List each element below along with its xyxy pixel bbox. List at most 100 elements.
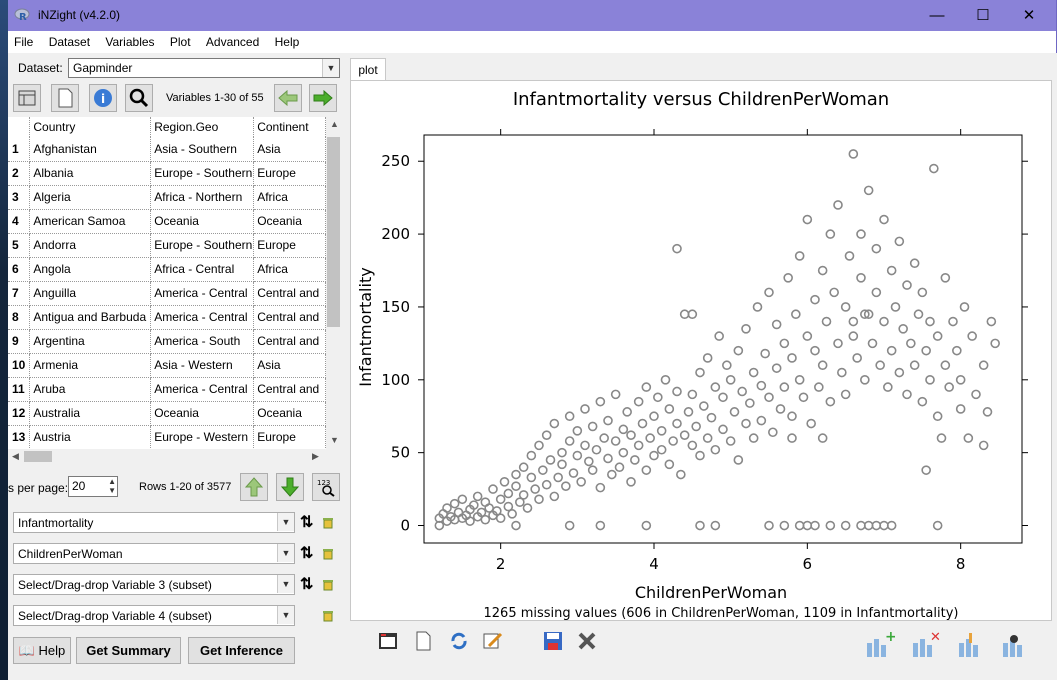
swap-vars-icon[interactable]: ⇅ bbox=[300, 576, 314, 593]
table-cell[interactable]: America - South bbox=[150, 329, 255, 354]
scroll-left-icon[interactable]: ◀ bbox=[12, 451, 19, 461]
prev-variables-button[interactable] bbox=[274, 84, 302, 112]
swap-vars-icon[interactable]: ⇅ bbox=[300, 545, 314, 562]
table-cell[interactable]: Europe bbox=[253, 233, 326, 258]
chevron-down-icon[interactable]: ▼ bbox=[277, 544, 294, 562]
column-header[interactable]: Continent bbox=[253, 117, 326, 137]
table-cell[interactable]: Algeria bbox=[29, 185, 152, 210]
table-row[interactable]: 3 Algeria Africa - Northern Africa bbox=[8, 185, 326, 210]
table-row[interactable]: 11 Aruba America - Central Central and bbox=[8, 377, 326, 402]
table-cell[interactable]: Asia bbox=[253, 137, 326, 162]
table-cell[interactable]: Africa bbox=[253, 257, 326, 282]
table-cell[interactable]: Oceania bbox=[150, 401, 255, 426]
clear-variable-icon[interactable] bbox=[322, 577, 334, 591]
table-cell[interactable]: Austria bbox=[29, 425, 152, 449]
menu-advanced[interactable]: Advanced bbox=[205, 35, 260, 49]
table-cell[interactable]: Antigua and Barbuda bbox=[29, 305, 152, 330]
minimize-button[interactable]: — bbox=[929, 7, 945, 24]
table-row[interactable]: 5 Andorra Europe - Southern Europe bbox=[8, 233, 326, 258]
rows-per-page-spinner[interactable]: 20 ▲ ▼ bbox=[68, 476, 118, 497]
table-cell[interactable]: Europe - Southern bbox=[150, 233, 255, 258]
next-rows-button[interactable] bbox=[276, 473, 304, 501]
variable-3-select[interactable]: Select/Drag-drop Variable 3 (subset) ▼ bbox=[13, 574, 295, 595]
table-cell[interactable]: Europe bbox=[253, 425, 326, 449]
dataset-select[interactable]: Gapminder ▼ bbox=[68, 58, 340, 78]
menu-file[interactable]: File bbox=[14, 35, 34, 49]
clear-variable-icon[interactable] bbox=[322, 515, 334, 529]
table-cell[interactable]: Armenia bbox=[29, 353, 152, 378]
table-cell[interactable]: Asia - Western bbox=[150, 353, 255, 378]
table-cell[interactable]: America - Central bbox=[150, 305, 255, 330]
table-row[interactable]: 12 Australia Oceania Oceania bbox=[8, 401, 326, 426]
variable-2-select[interactable]: ChildrenPerWoman ▼ bbox=[13, 543, 295, 564]
find-row-button[interactable]: 123 bbox=[312, 473, 340, 501]
menu-variables[interactable]: Variables bbox=[105, 35, 155, 49]
table-cell[interactable]: Europe - Western bbox=[150, 425, 255, 449]
clear-variable-icon[interactable] bbox=[322, 608, 334, 622]
swap-vars-icon[interactable]: ⇅ bbox=[300, 514, 314, 531]
table-cell[interactable]: Central and bbox=[253, 281, 326, 306]
tab-plot[interactable]: plot bbox=[350, 58, 386, 80]
get-inference-button[interactable]: Get Inference bbox=[188, 637, 295, 664]
info-button[interactable]: i bbox=[89, 84, 117, 112]
inference-plot-icon[interactable] bbox=[957, 631, 987, 659]
close-plot-icon[interactable] bbox=[577, 631, 597, 651]
table-cell[interactable]: Africa bbox=[253, 185, 326, 210]
data-table[interactable]: Country Region.Geo Continent 1 Afghanista… bbox=[8, 117, 326, 449]
table-cell[interactable]: Aruba bbox=[29, 377, 152, 402]
search-button[interactable] bbox=[125, 84, 153, 112]
table-cell[interactable]: Central and bbox=[253, 377, 326, 402]
table-cell[interactable]: Albania bbox=[29, 161, 152, 186]
scroll-down-icon[interactable]: ▼ bbox=[330, 435, 339, 445]
table-row[interactable]: 10 Armenia Asia - Western Asia bbox=[8, 353, 326, 378]
edit-plot-icon[interactable] bbox=[483, 631, 503, 651]
add-plot-icon[interactable]: + bbox=[865, 631, 895, 659]
scroll-thumb[interactable] bbox=[24, 451, 52, 462]
table-cell[interactable]: Andorra bbox=[29, 233, 152, 258]
table-cell[interactable]: Oceania bbox=[150, 209, 255, 234]
table-cell[interactable]: Central and bbox=[253, 305, 326, 330]
menu-help[interactable]: Help bbox=[274, 35, 300, 49]
table-cell[interactable]: American Samoa bbox=[29, 209, 152, 234]
help-button[interactable]: 📖 Help bbox=[13, 637, 71, 664]
scroll-thumb[interactable] bbox=[327, 137, 340, 327]
table-cell[interactable]: Asia - Southern bbox=[150, 137, 255, 162]
table-cell[interactable]: Oceania bbox=[253, 401, 326, 426]
table-cell[interactable]: Anguilla bbox=[29, 281, 152, 306]
table-row[interactable]: 7 Anguilla America - Central Central and bbox=[8, 281, 326, 306]
refresh-icon[interactable] bbox=[449, 631, 469, 651]
table-cell[interactable]: Australia bbox=[29, 401, 152, 426]
scroll-right-icon[interactable]: ▶ bbox=[312, 451, 319, 461]
variable-4-select[interactable]: Select/Drag-drop Variable 4 (subset) ▼ bbox=[13, 605, 295, 626]
table-row[interactable]: 2 Albania Europe - Southern Europe bbox=[8, 161, 326, 186]
prev-rows-button[interactable] bbox=[240, 473, 268, 501]
close-button[interactable]: ✕ bbox=[1022, 7, 1036, 24]
clear-variable-icon[interactable] bbox=[322, 546, 334, 560]
view-dataset-button[interactable] bbox=[13, 84, 41, 112]
chevron-down-icon[interactable]: ▼ bbox=[277, 575, 294, 593]
get-summary-button[interactable]: Get Summary bbox=[76, 637, 181, 664]
table-row[interactable]: 4 American Samoa Oceania Oceania bbox=[8, 209, 326, 234]
query-plot-icon[interactable] bbox=[1001, 631, 1031, 659]
save-icon[interactable] bbox=[543, 631, 563, 651]
menu-plot[interactable]: Plot bbox=[169, 35, 191, 49]
variable-1-select[interactable]: Infantmortality ▼ bbox=[13, 512, 295, 533]
table-cell[interactable]: America - Central bbox=[150, 377, 255, 402]
table-cell[interactable]: Argentina bbox=[29, 329, 152, 354]
horizontal-scrollbar[interactable]: ◀ ▶ bbox=[8, 449, 326, 464]
chevron-down-icon[interactable]: ▼ bbox=[277, 513, 294, 531]
table-row[interactable]: 6 Angola Africa - Central Africa bbox=[8, 257, 326, 282]
vertical-scrollbar[interactable]: ▲ ▼ bbox=[326, 117, 341, 449]
table-row[interactable]: 9 Argentina America - South Central and bbox=[8, 329, 326, 354]
document-icon[interactable] bbox=[415, 631, 431, 651]
table-cell[interactable]: Africa - Central bbox=[150, 257, 255, 282]
column-header[interactable]: Region.Geo bbox=[150, 117, 255, 137]
scroll-up-icon[interactable]: ▲ bbox=[330, 119, 339, 129]
table-cell[interactable]: Oceania bbox=[253, 209, 326, 234]
table-cell[interactable]: Asia bbox=[253, 353, 326, 378]
table-cell[interactable]: Angola bbox=[29, 257, 152, 282]
view-list-button[interactable] bbox=[51, 84, 79, 112]
table-cell[interactable]: Afghanistan bbox=[29, 137, 152, 162]
table-row[interactable]: 8 Antigua and Barbuda America - Central Cen… bbox=[8, 305, 326, 330]
remove-plot-icon[interactable]: ✕ bbox=[911, 631, 941, 659]
